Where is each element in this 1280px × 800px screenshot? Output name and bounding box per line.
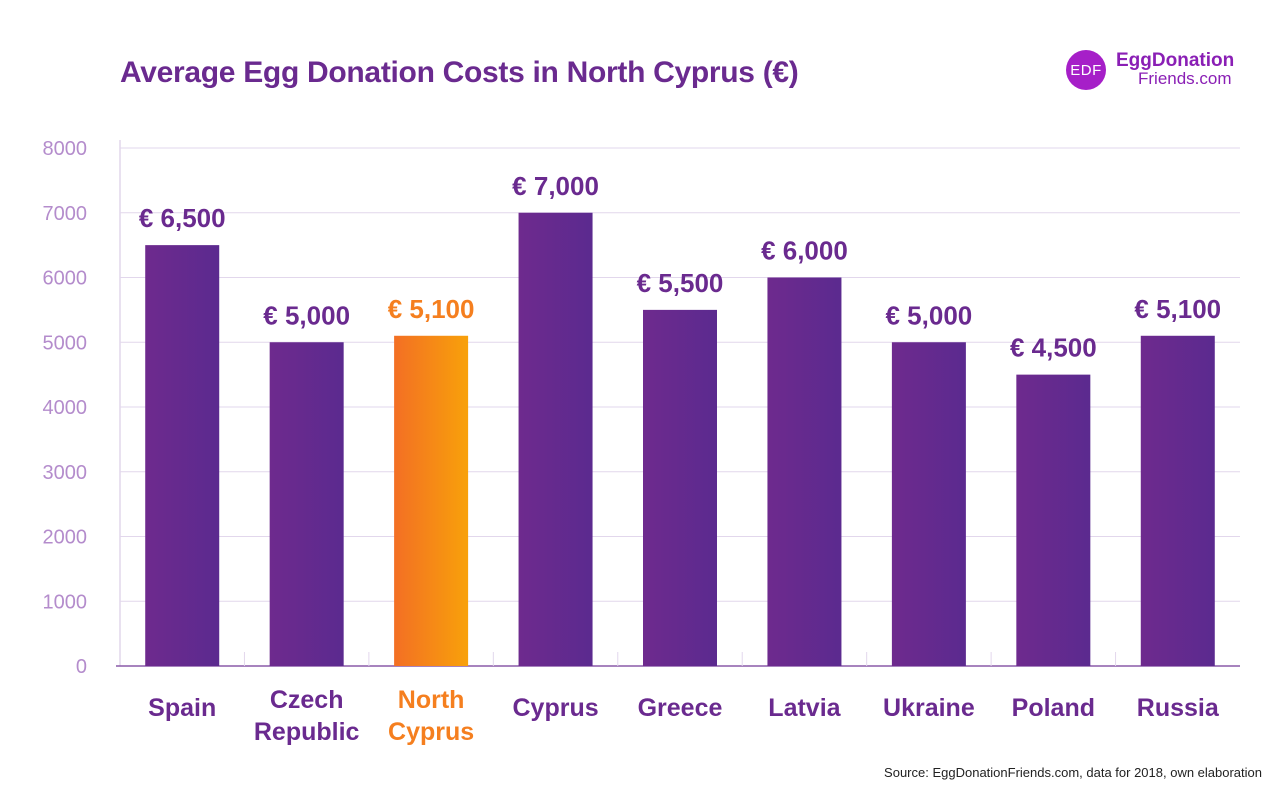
bar <box>145 245 220 666</box>
bar <box>767 277 842 666</box>
bar-value-label: € 5,100 <box>1134 294 1221 324</box>
bars-layer <box>145 212 1215 666</box>
y-tick-label: 0 <box>76 656 87 678</box>
x-category-label: Spain <box>148 694 216 722</box>
logo-text: EggDonation Friends.com <box>1116 50 1235 88</box>
x-category-label: Russia <box>1137 694 1220 722</box>
bar-value-label: € 5,000 <box>263 300 350 330</box>
y-tick-label: 7000 <box>43 203 88 225</box>
y-tick-label: 6000 <box>43 268 88 290</box>
y-tick-label: 2000 <box>43 527 88 549</box>
x-category-label: Czech <box>270 686 344 714</box>
bar-value-label: € 5,500 <box>637 268 724 298</box>
x-category-label: Cyprus <box>512 694 598 722</box>
labels-layer: 0 1000 2000 3000 4000 5000 6000 7000 8000 € 6,500… <box>43 138 1222 746</box>
bar <box>1140 335 1215 666</box>
y-tick-label: 8000 <box>43 138 88 160</box>
bar-value-label: € 6,500 <box>139 203 226 233</box>
chart-title: Average Egg Donation Costs in North Cypr… <box>120 56 799 89</box>
bar-value-label: € 5,000 <box>886 300 973 330</box>
bar <box>269 342 344 666</box>
x-category-label: Ukraine <box>883 694 975 722</box>
x-category-label: Cyprus <box>388 718 474 746</box>
bar-value-label: € 7,000 <box>512 171 599 201</box>
y-tick-label: 3000 <box>43 462 88 484</box>
source-note: Source: EggDonationFriends.com, data for… <box>884 765 1262 780</box>
logo-line1: EggDonation <box>1116 50 1235 71</box>
bar <box>1016 374 1091 666</box>
y-tick-label: 4000 <box>43 397 88 419</box>
x-category-label: North <box>398 686 465 714</box>
x-category-label: Greece <box>638 694 723 722</box>
bar <box>518 212 593 666</box>
bar <box>643 309 717 666</box>
bar <box>394 335 469 666</box>
y-tick-label: 5000 <box>43 332 88 354</box>
x-category-label: Latvia <box>768 694 841 722</box>
bar <box>891 342 966 666</box>
logo-badge-icon: EDF <box>1066 50 1106 90</box>
x-category-label: Poland <box>1012 694 1095 722</box>
y-tick-label: 1000 <box>43 591 88 613</box>
brand-logo[interactable]: EDF EggDonation Friends.com <box>1066 50 1234 90</box>
bar-value-label: € 6,000 <box>761 236 848 266</box>
logo-line2: Friends.com <box>1138 69 1232 88</box>
bar-value-label: € 4,500 <box>1010 333 1097 363</box>
bar-value-label: € 5,100 <box>388 294 475 324</box>
x-category-label: Republic <box>254 718 360 746</box>
